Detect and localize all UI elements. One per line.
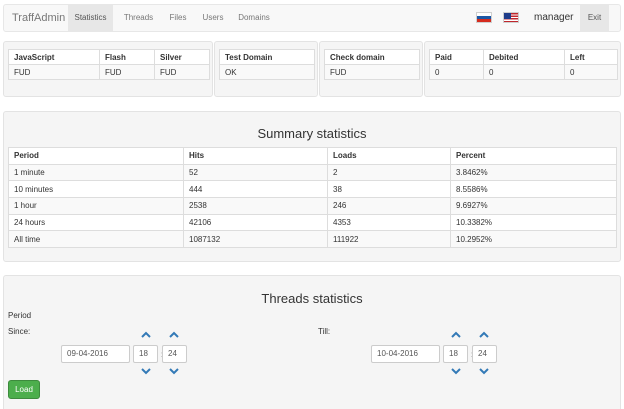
column-header-period: Period (8, 147, 184, 165)
chevron-down-icon[interactable] (168, 367, 180, 375)
since-date-input[interactable]: 09-04-2016 (61, 345, 130, 363)
nav-files[interactable]: Files (169, 13, 187, 22)
nav-users[interactable]: Users (202, 13, 224, 22)
table-cell: 3.8462% (450, 163, 617, 182)
column-header-hits: Hits (183, 147, 328, 165)
nav-domains[interactable]: Domains (238, 13, 270, 22)
since-label: Since: (8, 327, 31, 336)
table-cell: All time (8, 230, 184, 249)
check-domain-panel: Check domain FUD (319, 41, 423, 97)
table-cell: FUD (154, 64, 210, 80)
table-cell: 52 (183, 163, 328, 182)
table-cell: 10.3382% (450, 213, 617, 232)
flag-us-icon[interactable] (503, 12, 519, 23)
table-cell: FUD (324, 64, 420, 80)
chevron-up-icon[interactable] (140, 331, 152, 339)
table-header: Test Domain (219, 49, 315, 65)
chevron-up-icon[interactable] (450, 331, 462, 339)
summary-title: Summary statistics (257, 126, 367, 141)
table-cell: 38 (327, 180, 451, 199)
files-panel: JavaScript Flash Silver FUD FUD FUD (3, 41, 213, 97)
flag-ru-icon[interactable] (476, 12, 492, 23)
top-navbar: TraffAdmin Statistics Threads Files User… (3, 4, 621, 32)
table-cell: 4353 (327, 213, 451, 232)
table-row: All time 1087132 111922 10.2952% (8, 230, 617, 249)
table-cell: 0 (564, 64, 618, 80)
table-header: Check domain (324, 49, 420, 65)
table-cell: 2 (327, 163, 451, 182)
table-row: 24 hours 42106 4353 10.3382% (8, 213, 617, 232)
summary-panel: Summary statistics Period Hits Loads Per… (3, 111, 621, 262)
chevron-up-icon[interactable] (168, 331, 180, 339)
balance-panel: Paid Debited Left 0 0 0 (424, 41, 621, 97)
table-row: 1 minute 52 2 3.8462% (8, 163, 617, 182)
table-cell: FUD (99, 64, 155, 80)
chevron-down-icon[interactable] (450, 367, 462, 375)
table-cell: 1 hour (8, 197, 184, 215)
table-cell: 9.6927% (450, 197, 617, 215)
table-header: Flash (99, 49, 155, 65)
nav-threads[interactable]: Threads (123, 13, 154, 22)
till-hour-input[interactable]: 18 (443, 345, 468, 363)
table-cell: FUD (8, 64, 100, 80)
table-cell: 111922 (327, 230, 451, 249)
table-cell: 1087132 (183, 230, 328, 249)
table-cell: 8.5586% (450, 180, 617, 199)
chevron-down-icon[interactable] (140, 367, 152, 375)
till-date-input[interactable]: 10-04-2016 (371, 345, 440, 363)
threads-title: Threads statistics (261, 291, 363, 306)
table-row: 1 hour 2538 246 9.6927% (8, 197, 617, 215)
table-cell: 42106 (183, 213, 328, 232)
username-label: manager (534, 12, 574, 23)
load-button[interactable]: Load (8, 380, 40, 399)
test-domain-panel: Test Domain OK (214, 41, 318, 97)
table-header: Debited (483, 49, 565, 65)
table-cell: 2538 (183, 197, 328, 215)
table-header: Silver (154, 49, 210, 65)
table-cell: OK (219, 64, 315, 80)
column-header-loads: Loads (327, 147, 451, 165)
balance-table: Paid Debited Left 0 0 0 (429, 49, 618, 80)
test-domain-table: Test Domain OK (219, 49, 315, 80)
table-cell: 444 (183, 180, 328, 199)
table-row: 10 minutes 444 38 8.5586% (8, 180, 617, 199)
summary-table: Period Hits Loads Percent 1 minute 52 2 … (8, 147, 617, 249)
table-cell: 0 (483, 64, 565, 80)
chevron-up-icon[interactable] (478, 331, 490, 339)
exit-button[interactable]: Exit (580, 5, 609, 31)
period-label: Period (8, 311, 32, 320)
since-minute-input[interactable]: 24 (162, 345, 187, 363)
table-cell: 0 (429, 64, 484, 80)
column-header-percent: Percent (450, 147, 617, 165)
table-cell: 246 (327, 197, 451, 215)
threads-panel: Threads statistics (3, 275, 621, 409)
table-cell: 10 minutes (8, 180, 184, 199)
table-cell: 10.2952% (450, 230, 617, 249)
table-cell: 1 minute (8, 163, 184, 182)
table-cell: 24 hours (8, 213, 184, 232)
table-header: JavaScript (8, 49, 100, 65)
till-minute-input[interactable]: 24 (472, 345, 497, 363)
brand-logo[interactable]: TraffAdmin (12, 12, 66, 24)
since-hour-input[interactable]: 18 (133, 345, 158, 363)
table-header: Left (564, 49, 618, 65)
chevron-down-icon[interactable] (478, 367, 490, 375)
files-table: JavaScript Flash Silver FUD FUD FUD (8, 49, 210, 80)
nav-statistics[interactable]: Statistics (68, 5, 113, 31)
table-header: Paid (429, 49, 484, 65)
till-label: Till: (318, 327, 331, 336)
check-domain-table: Check domain FUD (324, 49, 420, 80)
